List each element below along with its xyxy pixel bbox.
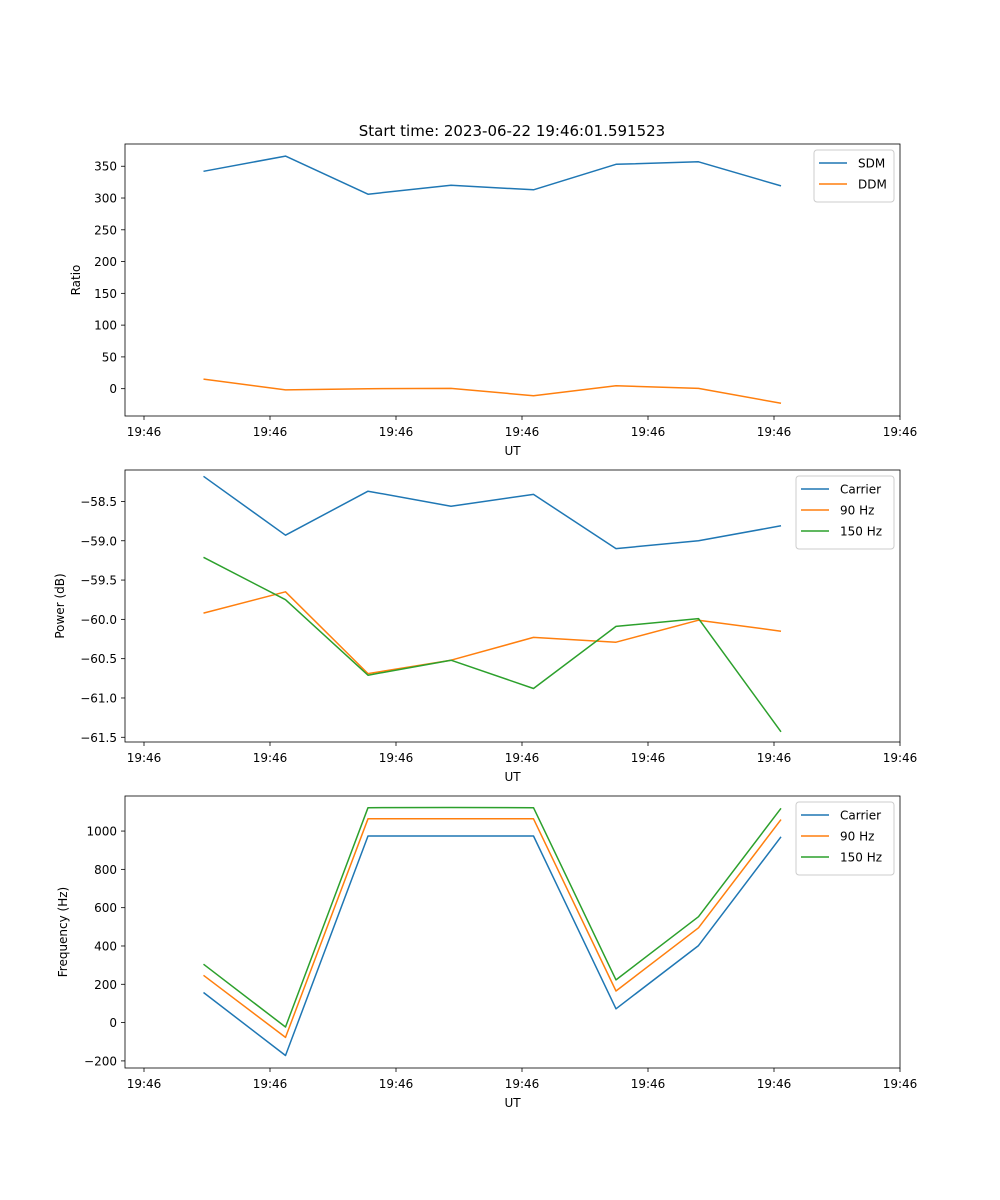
series-line-150-hz: [203, 806, 782, 1028]
y-tick-label: 250: [94, 223, 117, 237]
figure-title: Start time: 2023-06-22 19:46:01.591523: [359, 122, 665, 140]
y-tick-label: 600: [94, 901, 117, 915]
legend-label: SDM: [858, 157, 885, 171]
frequency-plot: 19:46 19:46 19:46 19:46 19:46 19:46 19:46 UT −20…: [56, 795, 918, 1110]
x-tick-label: 19:46: [127, 425, 162, 439]
y-tick-label: −60.0: [80, 613, 117, 627]
y-tick-label: 350: [94, 160, 117, 174]
y-tick-label: −60.5: [80, 652, 117, 666]
y-axis-label: Ratio: [69, 265, 83, 296]
x-axis-label: UT: [504, 1096, 521, 1110]
power-plot: 19:46 19:46 19:46 19:46 19:46 19:46 19:46 UT −61…: [53, 469, 918, 784]
y-tick-label: 400: [94, 939, 117, 953]
x-tick-label: 19:46: [127, 1077, 162, 1091]
y-axis-label: Power (dB): [53, 573, 67, 638]
x-tick-label: 19:46: [379, 751, 414, 765]
x-tick-label: 19:46: [631, 425, 666, 439]
y-tick-label: 200: [94, 255, 117, 269]
ratio-plot: 19:46 19:46 19:46 19:46 19:46 19:46 19:46 UT 0 50…: [69, 143, 918, 458]
legend-label: 90 Hz: [840, 830, 874, 844]
series-line-90-hz: [203, 818, 782, 1039]
y-tick-label: −58.5: [80, 495, 117, 509]
x-tick-label: 19:46: [757, 751, 792, 765]
y-tick-label: 50: [102, 350, 117, 364]
legend-label: DDM: [858, 178, 887, 192]
x-tick-label: 19:46: [631, 1077, 666, 1091]
series-line-sdm: [203, 155, 782, 195]
x-tick-label: 19:46: [505, 751, 540, 765]
legend: Carrier 90 Hz 150 Hz: [795, 801, 895, 876]
x-tick-label: 19:46: [757, 425, 792, 439]
legend-label: 150 Hz: [840, 851, 882, 865]
x-axis-label: UT: [504, 770, 521, 784]
y-tick-label: −59.0: [80, 534, 117, 548]
legend: Carrier 90 Hz 150 Hz: [795, 475, 895, 550]
y-tick-label: 800: [94, 863, 117, 877]
x-tick-label: 19:46: [253, 1077, 288, 1091]
legend: SDM DDM: [813, 149, 895, 203]
x-tick-label: 19:46: [883, 425, 918, 439]
x-tick-label: 19:46: [379, 1077, 414, 1091]
y-tick-label: −59.5: [80, 574, 117, 588]
x-tick-label: 19:46: [883, 751, 918, 765]
y-tick-label: −200: [84, 1054, 117, 1068]
x-tick-label: 19:46: [631, 751, 666, 765]
y-tick-label: 150: [94, 287, 117, 301]
plot-frame: [124, 469, 901, 743]
plot-frame: [124, 795, 901, 1069]
x-tick-label: 19:46: [505, 1077, 540, 1091]
legend-label: Carrier: [840, 483, 881, 497]
x-tick-label: 19:46: [505, 425, 540, 439]
y-axis-label: Frequency (Hz): [56, 887, 70, 978]
y-tick-label: 100: [94, 319, 117, 333]
series-line-ddm: [203, 378, 782, 405]
series-line-carrier: [203, 475, 782, 550]
plot-frame: [124, 143, 901, 417]
legend-label: 90 Hz: [840, 504, 874, 518]
y-tick-label: 1000: [86, 825, 117, 839]
legend-label: Carrier: [840, 809, 881, 823]
x-tick-label: 19:46: [379, 425, 414, 439]
y-tick-label: 300: [94, 192, 117, 206]
x-tick-label: 19:46: [127, 751, 162, 765]
y-tick-label: 0: [109, 382, 117, 396]
y-tick-label: 0: [109, 1016, 117, 1030]
x-tick-label: 19:46: [253, 425, 288, 439]
series-line-150-hz: [203, 556, 782, 733]
x-tick-label: 19:46: [883, 1077, 918, 1091]
y-tick-label: 200: [94, 978, 117, 992]
x-tick-label: 19:46: [253, 751, 288, 765]
x-tick-label: 19:46: [757, 1077, 792, 1091]
x-axis-label: UT: [504, 444, 521, 458]
y-tick-label: −61.0: [80, 691, 117, 705]
series-line-carrier: [203, 835, 782, 1057]
series-line-90-hz: [203, 591, 782, 675]
legend-label: 150 Hz: [840, 525, 882, 539]
y-tick-label: −61.5: [80, 731, 117, 745]
